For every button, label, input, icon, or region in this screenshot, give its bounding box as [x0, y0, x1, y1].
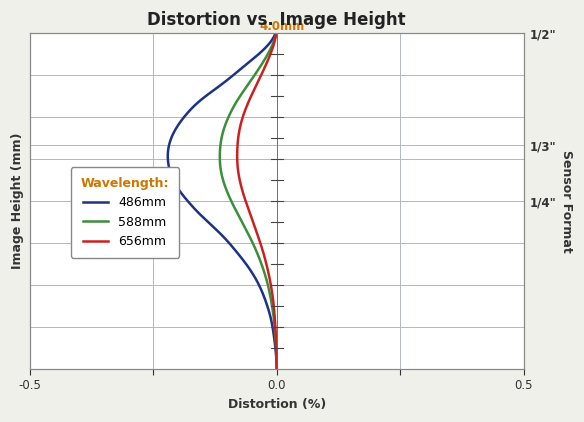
656mm: [273, 31, 280, 36]
486mm: [166, 167, 173, 172]
Y-axis label: Sensor Format: Sensor Format: [560, 150, 573, 252]
486mm: [174, 185, 181, 190]
656mm: [238, 185, 245, 190]
486mm: [272, 31, 279, 36]
656mm: [244, 205, 251, 210]
588mm: [222, 185, 229, 190]
588mm: [232, 207, 239, 212]
588mm: [238, 92, 245, 97]
588mm: [217, 167, 224, 172]
588mm: [270, 39, 277, 44]
486mm: [273, 366, 280, 371]
588mm: [273, 366, 280, 371]
Text: 4.0mm: 4.0mm: [259, 20, 304, 33]
656mm: [273, 366, 280, 371]
Line: 486mm: 486mm: [168, 33, 277, 369]
Legend: 486mm, 588mm, 656mm: 486mm, 588mm, 656mm: [71, 167, 179, 258]
656mm: [245, 207, 252, 212]
656mm: [249, 92, 256, 97]
656mm: [234, 167, 241, 172]
588mm: [273, 31, 280, 36]
Line: 588mm: 588mm: [220, 33, 277, 369]
656mm: [271, 39, 278, 44]
X-axis label: Distortion (%): Distortion (%): [228, 398, 326, 411]
Line: 656mm: 656mm: [237, 33, 277, 369]
Title: Distortion vs. Image Height: Distortion vs. Image Height: [148, 11, 406, 29]
486mm: [192, 207, 199, 212]
588mm: [231, 205, 238, 210]
486mm: [267, 39, 274, 44]
486mm: [205, 92, 212, 97]
Y-axis label: Image Height (mm): Image Height (mm): [11, 133, 24, 269]
486mm: [190, 205, 197, 210]
